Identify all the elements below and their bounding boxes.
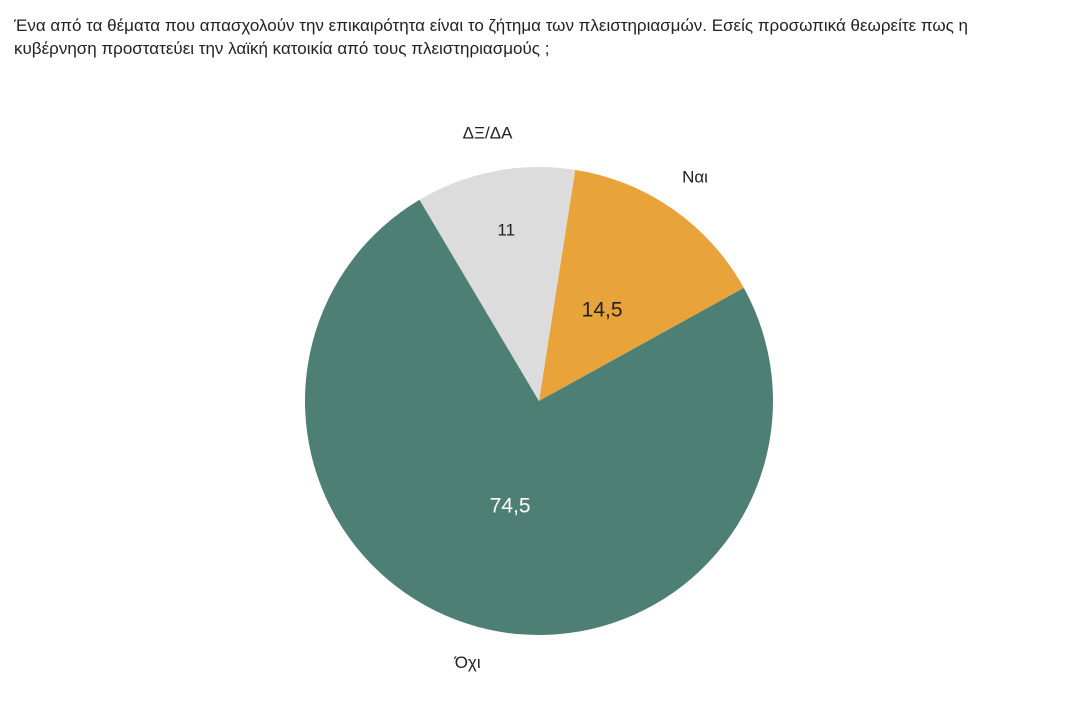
- category-label: Όχι: [454, 653, 481, 672]
- value-label: 11: [497, 220, 515, 239]
- chart-title: Ένα από τα θέματα που απασχολούν την επι…: [14, 16, 969, 58]
- pie-slice: [539, 169, 744, 401]
- value-label: 74,5: [490, 495, 531, 518]
- category-label: Ναι: [682, 168, 708, 187]
- value-label: 14,5: [582, 298, 623, 321]
- pie-slice: [305, 199, 773, 635]
- category-label: ΔΞ/ΔΑ: [463, 123, 513, 142]
- pie-slice: [419, 167, 576, 401]
